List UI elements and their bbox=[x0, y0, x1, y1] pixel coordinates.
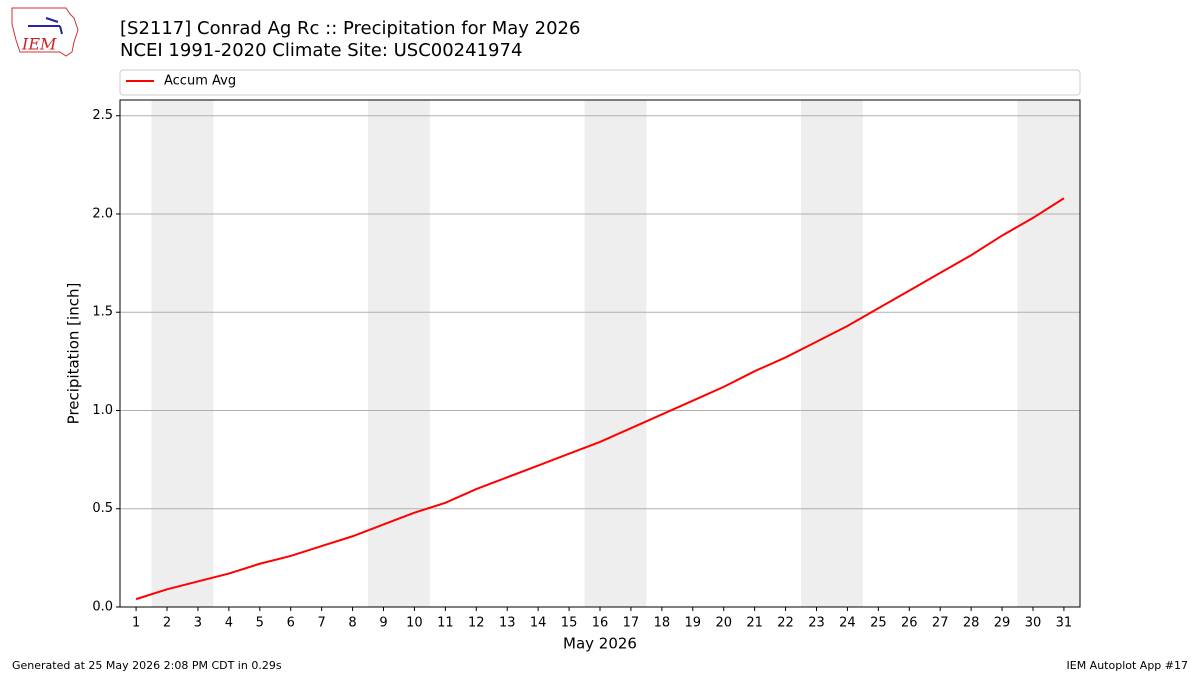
x-tick-label: 6 bbox=[287, 616, 295, 631]
legend-label: Accum Avg bbox=[164, 74, 236, 89]
y-tick-label: 1.0 bbox=[92, 403, 113, 418]
x-tick-label: 18 bbox=[654, 616, 671, 631]
x-tick-label: 23 bbox=[808, 616, 825, 631]
y-tick-label: 0.0 bbox=[92, 600, 113, 615]
x-tick-label: 14 bbox=[530, 616, 547, 631]
logo: IEM bbox=[11, 7, 79, 57]
x-tick-label: 29 bbox=[994, 616, 1011, 631]
x-tick-label: 2 bbox=[163, 616, 171, 631]
y-tick-label: 1.5 bbox=[92, 305, 113, 320]
y-tick-label: 0.5 bbox=[92, 501, 113, 516]
x-tick-label: 26 bbox=[901, 616, 918, 631]
x-tick-label: 25 bbox=[870, 616, 887, 631]
logo-icon bbox=[28, 17, 63, 35]
x-tick-label: 24 bbox=[839, 616, 856, 631]
weekend-shade bbox=[151, 100, 214, 607]
x-tick-label: 28 bbox=[963, 616, 980, 631]
x-tick-label: 31 bbox=[1056, 616, 1073, 631]
y-axis-label: Precipitation [inch] bbox=[65, 283, 83, 425]
chart-title: [S2117] Conrad Ag Rc :: Precipitation fo… bbox=[120, 18, 580, 39]
x-tick-label: 20 bbox=[715, 616, 732, 631]
x-tick-label: 3 bbox=[194, 616, 202, 631]
footer-right: IEM Autoplot App #17 bbox=[1067, 659, 1189, 672]
footer-left: Generated at 25 May 2026 2:08 PM CDT in … bbox=[12, 659, 282, 672]
x-tick-label: 7 bbox=[318, 616, 326, 631]
x-tick-label: 12 bbox=[468, 616, 485, 631]
chart-subtitle: NCEI 1991-2020 Climate Site: USC00241974 bbox=[120, 40, 522, 61]
weekend-shade bbox=[801, 100, 863, 607]
x-tick-label: 30 bbox=[1025, 616, 1042, 631]
x-tick-label: 17 bbox=[623, 616, 640, 631]
x-tick-label: 13 bbox=[499, 616, 516, 631]
x-tick-label: 15 bbox=[561, 616, 578, 631]
x-tick-label: 1 bbox=[132, 616, 140, 631]
x-axis-label: May 2026 bbox=[563, 635, 637, 653]
weekend-shade bbox=[584, 100, 647, 607]
x-tick-label: 21 bbox=[746, 616, 763, 631]
logo-outline bbox=[11, 7, 79, 57]
x-tick-label: 5 bbox=[256, 616, 264, 631]
x-tick-label: 9 bbox=[379, 616, 387, 631]
x-tick-label: 8 bbox=[348, 616, 356, 631]
x-tick-label: 22 bbox=[777, 616, 794, 631]
x-tick-label: 16 bbox=[592, 616, 609, 631]
data-line bbox=[135, 197, 1065, 601]
plot-frame bbox=[119, 99, 1081, 608]
x-tick-label: 19 bbox=[685, 616, 702, 631]
y-tick-label: 2.5 bbox=[92, 108, 113, 123]
y-tick-label: 2.0 bbox=[92, 206, 113, 221]
weekend-shade bbox=[1017, 100, 1080, 607]
x-tick-label: 11 bbox=[437, 616, 454, 631]
x-tick-label: 27 bbox=[932, 616, 949, 631]
x-tick-label: 10 bbox=[406, 616, 423, 631]
x-tick-label: 4 bbox=[225, 616, 233, 631]
legend-box bbox=[119, 69, 1081, 96]
logo-text: IEM bbox=[21, 35, 57, 54]
weekend-shade bbox=[368, 100, 430, 607]
